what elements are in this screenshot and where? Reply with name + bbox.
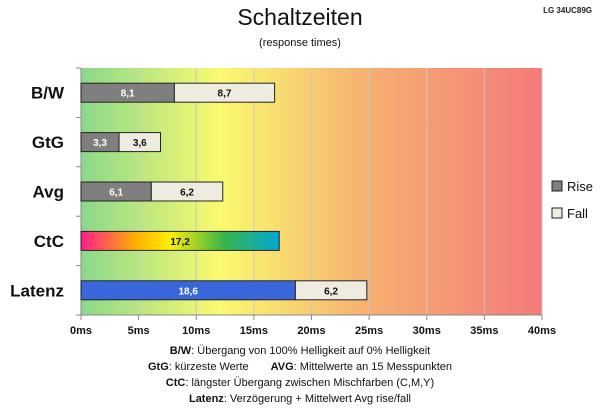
chart-subtitle: (response times) [259, 37, 341, 49]
category-label: Latenz [10, 281, 64, 300]
category-label: Avg [33, 183, 65, 202]
bar-fall [173, 82, 276, 103]
chart-notes: B/W: Übergang von 100% Helligkeit auf 0%… [0, 343, 600, 407]
bar-fall [294, 280, 368, 301]
x-tick-label: 20ms [297, 325, 325, 337]
bar-fall [150, 181, 224, 202]
x-tick-label: 5ms [128, 325, 150, 337]
bar-fall [118, 132, 162, 153]
note-line-bw: B/W: Übergang von 100% Helligkeit auf 0%… [169, 345, 431, 357]
category-label: CtC [34, 232, 64, 251]
bar-ctc [80, 230, 280, 251]
legend-label-rise: Rise [567, 179, 593, 194]
bar-label-fall: 8,7 [218, 89, 232, 100]
bar-label-fall: 6,2 [324, 286, 338, 297]
x-tick-label: 40ms [528, 325, 556, 337]
note-line-gtg-avg: GtG: kürzeste Werte AVG: Mittelwerte an 1… [147, 361, 453, 373]
note-line-ctc: CtC: längster Übergang zwischen Mischfar… [165, 377, 435, 389]
x-tick-label: 0ms [70, 325, 92, 337]
category-label: GtG [32, 133, 64, 152]
bar-label-latenz: 18,6 [178, 286, 198, 297]
bar-label-fall: 3,6 [133, 138, 147, 149]
bar-label-rise: 3,3 [93, 138, 107, 149]
bar-label-fall: 6,2 [180, 188, 194, 199]
bar-label-rise: 6,1 [109, 188, 123, 199]
chart-canvas: B/W GtG Avg CtC Latenz 8,1 8,7 3,3 3,6 6,1 6,2 17,… [10, 67, 593, 337]
category-label: B/W [31, 84, 65, 103]
legend-swatch-fall [551, 207, 563, 219]
bar-label-rise: 8,1 [121, 89, 135, 100]
model-label: LG 34UC89G [543, 6, 592, 15]
bar-label-ctc: 17,2 [170, 237, 190, 248]
note-line-latenz: Latenz: Verzögerung + Mittelwert Avg ris… [188, 393, 412, 405]
x-tick-label: 35ms [470, 325, 498, 337]
x-tick-label: 30ms [413, 325, 441, 337]
legend-label-fall: Fall [567, 206, 588, 221]
x-tick-label: 25ms [355, 325, 383, 337]
x-tick-label: 10ms [182, 325, 210, 337]
legend-swatch-rise [551, 180, 563, 192]
x-tick-label: 15ms [240, 325, 268, 337]
chart-title: Schaltzeiten [237, 4, 363, 30]
